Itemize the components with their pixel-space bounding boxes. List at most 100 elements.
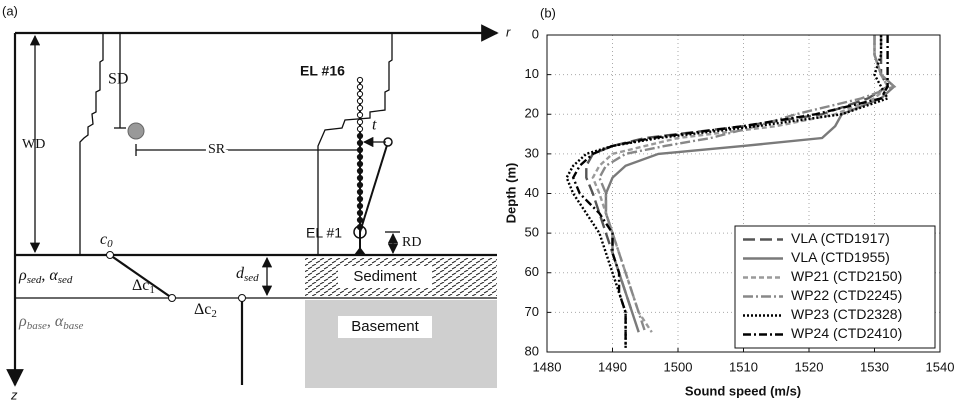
hydrophone [356,188,364,196]
sediment-gradient [109,254,173,299]
hydrophone [356,132,364,140]
node [106,251,114,259]
symbol: Δc [194,301,211,318]
y-tick-label: 50 [525,225,539,240]
legend-box [734,225,936,349]
separator: , [41,267,49,284]
x-tick-label: 1520 [795,359,824,374]
y-tick-label: 30 [525,145,539,160]
hydrophone [356,104,364,112]
symbol: α [49,267,58,284]
array-elements [356,76,364,231]
sound-speed-chart: (b) Sound speed (m/s) Depth (m) 1480 1490… [503,5,954,398]
legend-label: WP23 (CTD2328) [791,306,902,322]
x-tick-label: 1480 [533,359,562,374]
hydrophone [356,174,364,182]
symbol: Δc [132,277,149,294]
hydrophone [356,83,364,91]
x-tick-label: 1500 [664,359,693,374]
symbol: ρ [18,313,27,330]
hydrophone [356,181,364,189]
legend-label: WP21 (CTD2150) [791,268,902,284]
series-line [571,35,889,349]
y-tick-label: 10 [525,66,539,81]
series-line [598,35,897,333]
hydrophone [356,97,364,105]
panel-label: (a) [2,3,18,18]
basement-label: Basement [351,318,419,335]
legend-label: VLA (CTD1955) [791,249,890,265]
geometry-diagram: (a) r z SD WD SR EL #16 EL #1 t RD c0 Δc… [2,3,511,400]
y-tick-label: 20 [525,106,539,121]
label-bg [338,316,432,338]
y-axis-label: Depth (m) [503,163,518,224]
y-tick-label: 70 [525,304,539,319]
symbol: d [236,265,245,282]
subscript: base [27,320,47,332]
subscript: sed [27,274,42,286]
tilt-label: t [372,117,377,134]
legend-label: WP24 (CTD2410) [791,325,902,341]
subscript: sed [244,272,259,284]
y-tick-label: 60 [525,264,539,279]
series-line [565,35,890,349]
label-bg [338,266,432,288]
dc2-label: Δc2 [194,301,217,320]
dc1-label: Δc1 [132,277,155,296]
ssp-sketch [79,33,104,255]
rd-label: RD [402,235,421,250]
y-tick-label: 40 [525,185,539,200]
sediment-properties: ρsed, αsed [18,267,73,286]
hydrophone [356,146,364,154]
subscript: sed [58,274,73,286]
ssp-sketch [317,33,393,255]
panel-label: (b) [540,5,556,20]
tilted-array [359,141,389,233]
plot-frame [546,34,941,353]
axis-label: z [10,387,18,400]
x-tick-label: 1490 [598,359,627,374]
hydrophone [356,118,364,126]
symbol: ρ [18,267,27,284]
symbol: α [55,313,64,330]
subscript: base [63,320,83,332]
axis-label: r [506,24,511,39]
el1-label: EL #1 [306,225,342,241]
sd-label: SD [108,71,128,88]
subscript: 2 [211,308,217,320]
hydrophone [356,90,364,98]
legend-label: WP22 (CTD2245) [791,287,902,303]
el16-label: EL #16 [300,63,345,79]
sr-label: SR [208,142,226,157]
node [168,294,176,302]
x-tick-label: 1540 [926,359,955,374]
hydrophone [356,160,364,168]
y-tick-label: 80 [525,343,539,358]
el1-ring [353,225,367,239]
legend-label: VLA (CTD1917) [791,230,890,246]
x-tick-label: 1510 [729,359,758,374]
hydrophone [356,167,364,175]
separator: , [47,313,55,330]
basement-layer [305,300,497,388]
dsed-label: dsed [236,265,259,284]
c0-label: c0 [100,231,113,250]
hydrophone [356,216,364,224]
hydrophone [356,153,364,161]
source [127,122,145,140]
anchor [354,247,366,255]
hydrophone [356,209,364,217]
wd-label: WD [22,137,45,152]
x-axis-label: Sound speed (m/s) [685,383,801,398]
symbol: c [100,231,107,248]
node [238,294,246,302]
hydrophone [356,202,364,210]
hydrophone [356,125,364,133]
subscript: 1 [149,284,155,296]
basement-properties: ρbase, αbase [18,313,84,332]
x-tick-label: 1530 [860,359,889,374]
sediment-label: Sediment [353,268,417,285]
hydrophone [356,139,364,147]
hydrophone [356,76,364,84]
